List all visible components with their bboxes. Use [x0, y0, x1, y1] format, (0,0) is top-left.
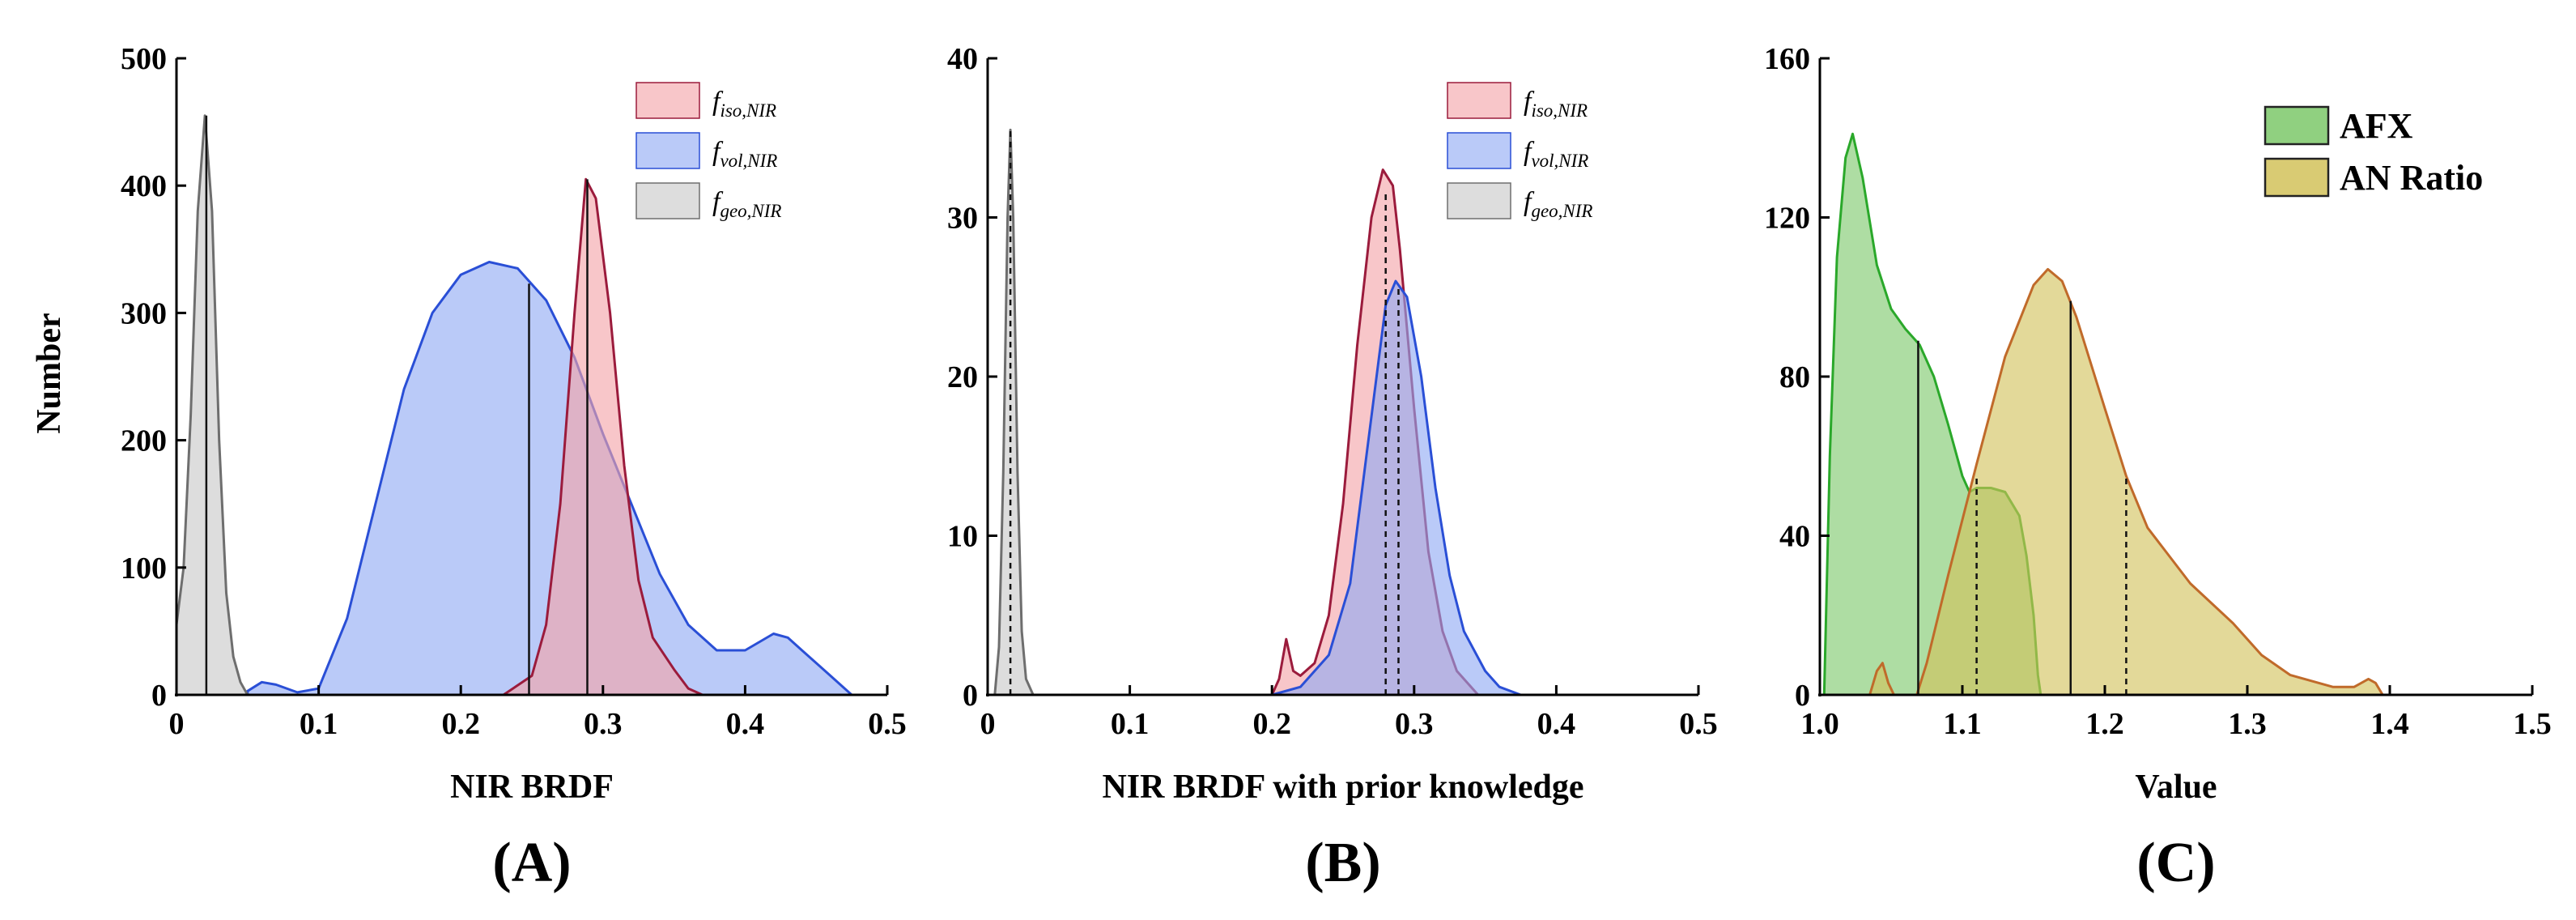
y-tick-label: 30 — [947, 202, 978, 236]
series-geo-area — [993, 128, 1035, 696]
y-tick-label: 120 — [1764, 202, 1810, 236]
x-tick-label: 0.5 — [868, 707, 907, 741]
y-tick-label: 160 — [1764, 42, 1810, 76]
x-tick-label: 0.2 — [441, 707, 480, 741]
legend-label-iso: fiso,NIR — [712, 87, 776, 121]
panel-label: (A) — [492, 832, 571, 894]
y-tick-label: 500 — [121, 42, 167, 76]
legend-swatch-iso — [635, 82, 700, 119]
legend-label-geo: fgeo,NIR — [712, 187, 781, 221]
x-tick-label: 0 — [980, 707, 996, 741]
chart-panel-2: 0 0.1 0.2 0.3 0.4 0.5 0 10 20 30 40 NIR BRDF with p… — [947, 42, 1718, 894]
y-tick-label: 300 — [121, 296, 167, 330]
chart-panel-3: 1.0 1.1 1.2 1.3 1.4 1.5 0 40 80 120 160 Value (C) AFX… — [1764, 42, 2552, 894]
y-tick-label: 0 — [1795, 679, 1810, 713]
x-tick-label: 0.3 — [584, 707, 623, 741]
y-tick-label: 80 — [1779, 360, 1810, 394]
series-geo-area — [175, 114, 249, 696]
legend-swatch-vol — [1447, 132, 1511, 169]
x-tick-label: 1.1 — [1943, 707, 1982, 741]
legend-swatch-an — [2264, 157, 2330, 198]
legend-label-an: AN Ratio — [2340, 158, 2483, 198]
legend-swatch-geo — [1447, 182, 1511, 219]
legend-swatch-vol — [635, 132, 700, 169]
x-tick-label: 1.4 — [2370, 707, 2409, 741]
x-tick-label: 1.3 — [2228, 707, 2267, 741]
y-tick-label: 0 — [963, 679, 978, 713]
panel-label: (C) — [2136, 832, 2215, 894]
x-tick-label: 0.2 — [1252, 707, 1291, 741]
legend-label-vol: fvol,NIR — [1524, 137, 1588, 171]
y-tick-label: 200 — [121, 424, 167, 458]
legend-swatch-afx — [2264, 105, 2330, 146]
y-tick-label: 40 — [947, 42, 978, 76]
y-tick-label: 40 — [1779, 520, 1810, 554]
y-axis-label: Number — [31, 313, 68, 433]
x-axis-label: Value — [2135, 769, 2217, 806]
x-tick-label: 0.1 — [300, 707, 338, 741]
y-tick-label: 10 — [947, 520, 978, 554]
x-tick-label: 0 — [169, 707, 185, 741]
series-vol-area — [246, 261, 853, 696]
legend-label-afx: AFX — [2340, 106, 2413, 146]
y-tick-label: 400 — [121, 169, 167, 203]
x-tick-label: 0.4 — [726, 707, 765, 741]
chart-panel-1: 0 0.1 0.2 0.3 0.4 0.5 0 100 200 300 400 500 NIR BRDF… — [121, 42, 907, 894]
y-tick-label: 0 — [151, 679, 167, 713]
x-axis-label: NIR BRDF with prior knowledge — [1102, 769, 1583, 806]
x-tick-label: 1.0 — [1800, 707, 1839, 741]
x-tick-label: 0.1 — [1111, 707, 1150, 741]
x-tick-label: 0.5 — [1679, 707, 1718, 741]
x-tick-label: 1.2 — [2085, 707, 2124, 741]
series-vol-area — [1270, 279, 1522, 696]
legend-swatch-iso — [1447, 82, 1511, 119]
panel-label: (B) — [1305, 832, 1380, 894]
y-tick-label: 20 — [947, 360, 978, 394]
legend-label-vol: fvol,NIR — [712, 137, 777, 171]
legend-swatch-geo — [635, 182, 700, 219]
x-tick-label: 0.4 — [1537, 707, 1576, 741]
legend-label-iso: fiso,NIR — [1524, 87, 1588, 121]
y-tick-label: 100 — [121, 552, 167, 586]
series-iso-area — [466, 177, 704, 696]
x-axis-label: NIR BRDF — [450, 769, 614, 806]
legend-label-geo: fgeo,NIR — [1524, 187, 1592, 221]
x-tick-label: 0.3 — [1395, 707, 1434, 741]
x-tick-label: 1.5 — [2513, 707, 2552, 741]
